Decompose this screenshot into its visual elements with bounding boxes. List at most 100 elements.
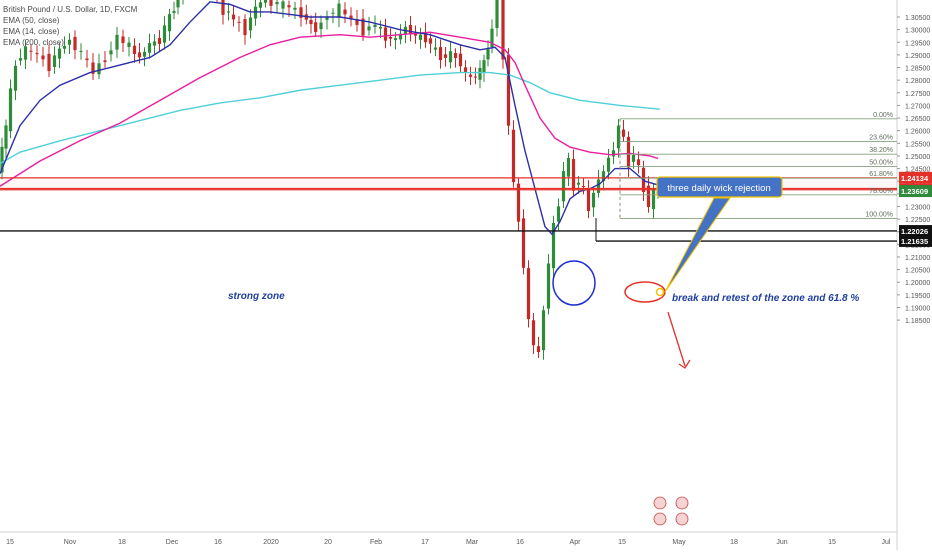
candle-body	[309, 20, 313, 25]
y-tick-label: 1.25500	[905, 141, 930, 148]
candle-body	[601, 171, 606, 182]
x-tick-label: 15	[618, 539, 626, 546]
candle-body	[4, 125, 8, 149]
candle-body	[551, 223, 556, 269]
price-label-text: 1.24134	[901, 174, 929, 183]
candle-body	[571, 159, 576, 191]
fib-level-label: 50.00%	[869, 160, 893, 167]
candle-body	[473, 76, 478, 78]
candle-body	[490, 28, 494, 48]
fib-level-label: 38.20%	[869, 147, 893, 154]
chart-title: British Pound / U.S. Dollar, 1D, FXCM	[3, 5, 138, 14]
candle-body	[378, 26, 383, 29]
candle-body	[482, 60, 486, 73]
y-tick-label: 1.22500	[905, 217, 930, 224]
candle-body	[468, 74, 473, 77]
x-tick-label: 17	[421, 539, 429, 546]
candle-body	[486, 49, 490, 60]
plot-background	[0, 0, 897, 532]
x-tick-label: 2020	[263, 539, 279, 546]
candle-body	[47, 53, 51, 72]
candle-body	[531, 320, 536, 346]
candle-body	[611, 150, 616, 157]
candle-body	[162, 25, 167, 43]
y-tick-label: 1.27500	[905, 91, 930, 98]
legend-ema-50: EMA (50, close)	[3, 16, 60, 25]
blue-circle-highlight	[552, 260, 596, 306]
x-tick-label: 15	[6, 539, 14, 546]
candle-body	[325, 16, 329, 20]
candle-body	[495, 0, 499, 28]
y-tick-label: 1.28500	[905, 66, 930, 73]
candle-body	[355, 19, 359, 25]
y-tick-label: 1.20000	[905, 280, 930, 287]
fib-level-label: 78.60%	[869, 188, 893, 195]
candle-body	[41, 55, 45, 60]
candle-body	[511, 129, 516, 183]
event-flag-icon	[675, 496, 689, 510]
candle-body	[299, 7, 303, 18]
candle-body	[263, 0, 268, 3]
candle-body	[398, 33, 403, 40]
candle-body	[516, 183, 521, 222]
price-label-text: 1.22026	[901, 227, 928, 236]
candle-body	[581, 186, 586, 188]
y-tick-label: 1.29000	[905, 53, 930, 60]
candle-body	[258, 2, 263, 8]
candle-body	[157, 38, 162, 44]
downward-arrow-line	[667, 311, 686, 367]
legend-ema-200: EMA (200, close)	[3, 38, 64, 47]
candle-body	[8, 88, 13, 132]
y-tick-label: 1.27000	[905, 103, 930, 110]
price-label-box	[899, 171, 932, 184]
candle-body	[423, 32, 428, 43]
price-label-box	[899, 234, 932, 247]
candle-body	[167, 14, 172, 32]
x-tick-label: Nov	[64, 539, 77, 546]
candle-body	[556, 206, 561, 222]
candle-body	[57, 48, 62, 59]
candle-body	[103, 60, 107, 62]
candle-body	[651, 188, 656, 210]
candle-body	[231, 14, 236, 20]
x-tick-label: May	[672, 539, 686, 546]
event-flag-icon	[653, 496, 667, 510]
candle-body	[237, 21, 241, 23]
x-tick-label: 16	[516, 539, 524, 546]
candle-body	[413, 33, 418, 36]
candle-body	[367, 26, 371, 31]
candle-body	[606, 157, 611, 172]
candle-body	[626, 136, 631, 168]
candle-body	[67, 39, 72, 45]
candle-body	[73, 36, 77, 51]
strong-zone-label: strong zone	[228, 291, 285, 302]
fib-level-label: 61.80%	[869, 171, 893, 178]
candle-body	[172, 11, 176, 13]
y-tick-label: 1.26500	[905, 116, 930, 123]
x-tick-label: 16	[214, 539, 222, 546]
candle-body	[373, 24, 377, 28]
candle-body	[176, 0, 180, 8]
candle-body	[115, 34, 119, 50]
candle-body	[383, 27, 388, 41]
candle-body	[453, 53, 458, 59]
candle-body	[35, 53, 39, 55]
candle-body	[566, 157, 571, 177]
candle-body	[269, 0, 273, 6]
candle-body	[631, 155, 636, 162]
callout-pointer	[664, 197, 731, 293]
candle-body	[152, 41, 157, 46]
y-tick-label: 1.30500	[905, 15, 930, 22]
candle-body	[0, 146, 4, 173]
candle-body	[287, 5, 291, 8]
downward-arrow-head	[678, 359, 691, 369]
candle-body	[132, 45, 137, 54]
candle-body	[243, 19, 247, 36]
candle-body	[293, 7, 297, 10]
candle-body	[616, 125, 621, 149]
price-label-box	[899, 185, 932, 198]
y-tick-label: 1.28000	[905, 78, 930, 85]
